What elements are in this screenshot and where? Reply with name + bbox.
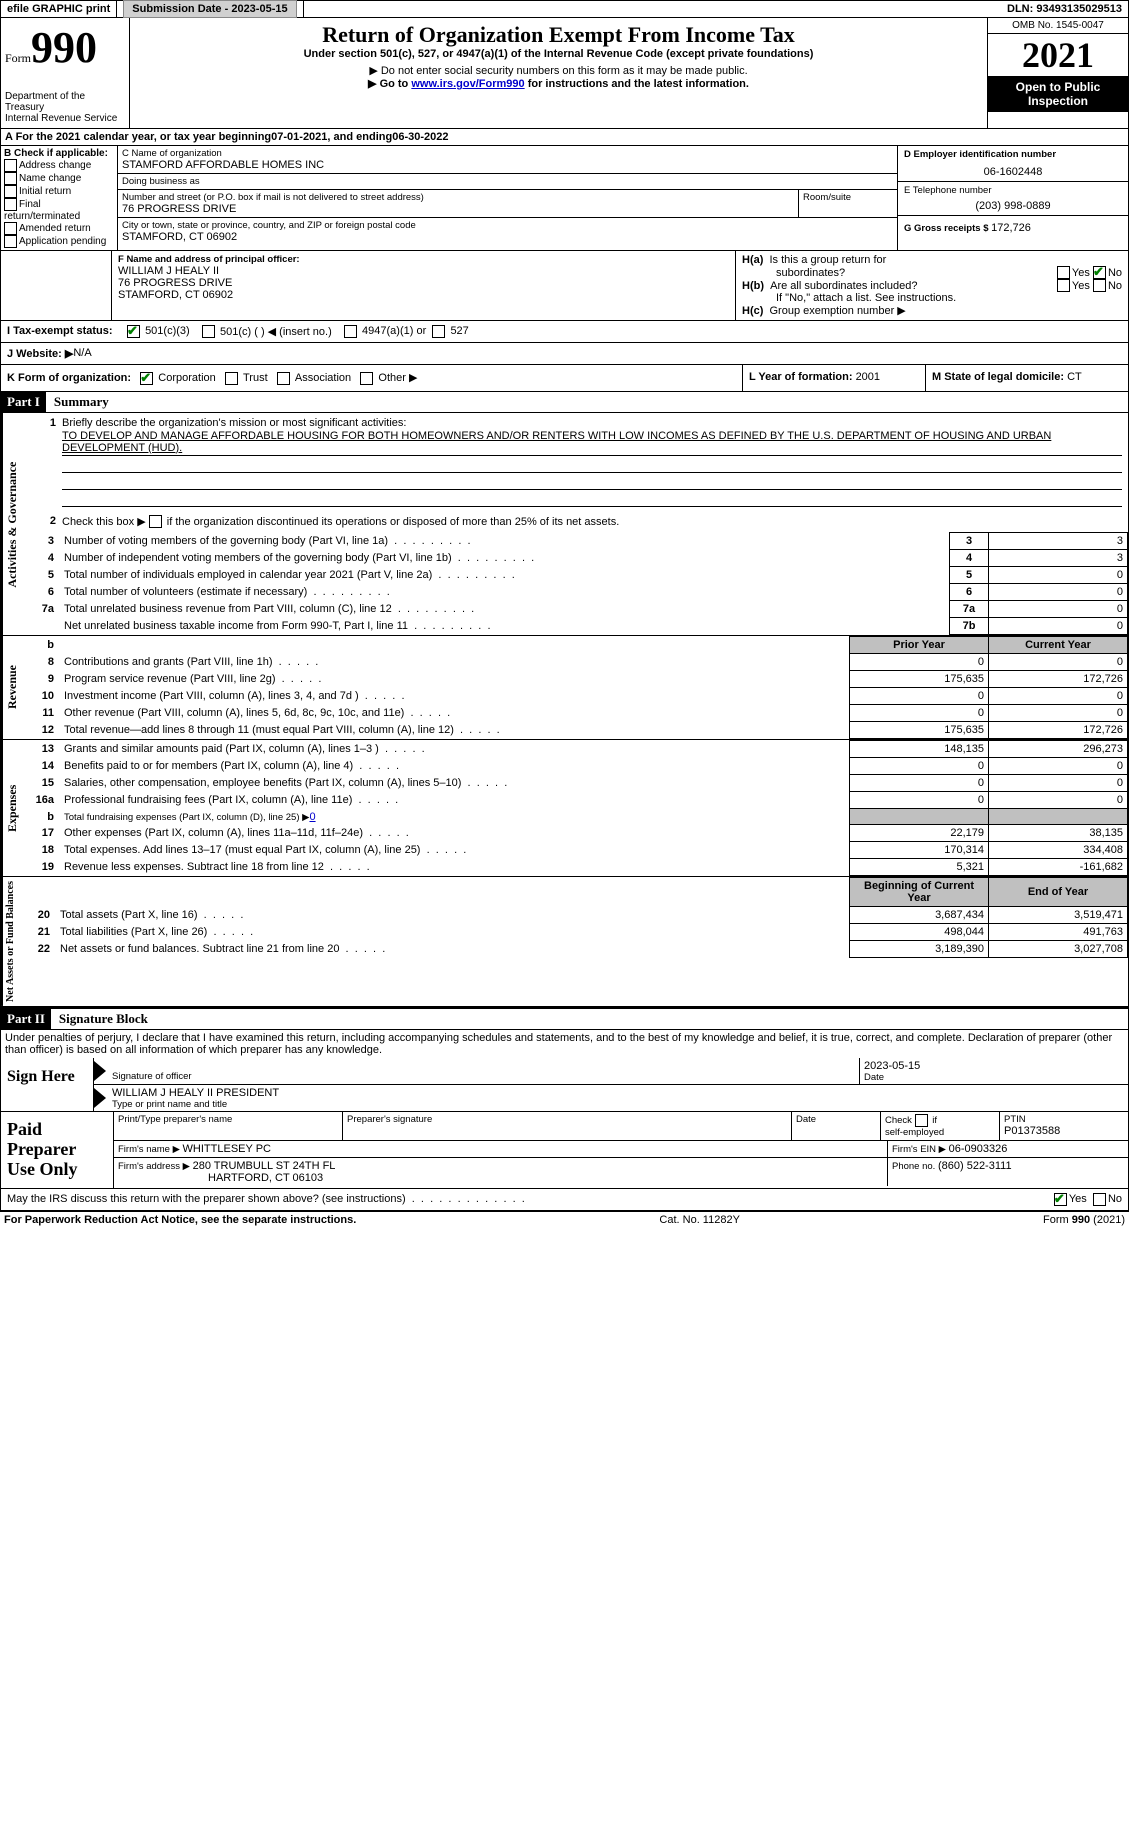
note-ssn: ▶ Do not enter social security numbers o… [134, 64, 983, 77]
efile-label: efile GRAPHIC print [1, 1, 117, 17]
netassets-table: Beginning of Current YearEnd of Year20To… [18, 877, 1128, 958]
governance-table: 3Number of voting members of the governi… [22, 532, 1128, 635]
firm-name: WHITTLESEY PC [183, 1143, 271, 1155]
submission-button[interactable]: Submission Date - 2023-05-15 [123, 0, 296, 18]
open-inspection: Open to Public Inspection [988, 76, 1128, 112]
part2-title: Signature Block [51, 1009, 156, 1029]
check-assoc[interactable] [277, 372, 290, 385]
revenue-side-label: Revenue [1, 636, 22, 739]
form-word: Form [5, 51, 31, 65]
paid-preparer-label: Paid Preparer Use Only [1, 1112, 114, 1187]
website: N/A [73, 347, 91, 360]
netassets-side-label: Net Assets or Fund Balances [1, 877, 18, 1006]
sig-date: 2023-05-15 [864, 1060, 1124, 1072]
check-corp[interactable] [140, 372, 153, 385]
hb-no[interactable] [1093, 279, 1106, 292]
check-4947[interactable] [344, 325, 357, 338]
ha-yes[interactable] [1057, 266, 1070, 279]
org-name: STAMFORD AFFORDABLE HOMES INC [122, 159, 893, 171]
governance-block: Activities & Governance 1 Briefly descri… [0, 413, 1129, 637]
check-final-return[interactable] [4, 198, 17, 211]
tax-year: 2021 [988, 34, 1128, 76]
dln-cell: DLN: 93493135029513 [1001, 1, 1128, 17]
fh-row: F Name and address of principal officer:… [0, 251, 1129, 321]
discuss-no[interactable] [1093, 1193, 1106, 1206]
form-header: Form990 Department of the Treasury Inter… [0, 18, 1129, 129]
discuss-yes[interactable] [1054, 1193, 1067, 1206]
check-other[interactable] [360, 372, 373, 385]
city-state-zip: STAMFORD, CT 06902 [122, 231, 893, 243]
form-number: 990 [31, 23, 97, 72]
note-link-line: ▶ Go to www.irs.gov/Form990 for instruct… [134, 77, 983, 90]
revenue-table: bPrior YearCurrent Year8Contributions an… [22, 636, 1128, 739]
hb-yes[interactable] [1057, 279, 1070, 292]
section-c: C Name of organization STAMFORD AFFORDAB… [118, 146, 898, 250]
form-subtitle: Under section 501(c), 527, or 4947(a)(1)… [134, 48, 983, 60]
check-initial-return[interactable] [4, 185, 17, 198]
klm-row: K Form of organization: Corporation Trus… [0, 365, 1129, 392]
omb-number: OMB No. 1545-0047 [988, 18, 1128, 34]
check-address-change[interactable] [4, 159, 17, 172]
paid-preparer-block: Paid Preparer Use Only Print/Type prepar… [0, 1112, 1129, 1188]
form-title: Return of Organization Exempt From Incom… [134, 22, 983, 48]
governance-side-label: Activities & Governance [1, 413, 22, 636]
section-b: B Check if applicable: Address change Na… [1, 146, 118, 250]
form-footer-right: Form 990 (2021) [1043, 1214, 1125, 1226]
firm-phone: (860) 522-3111 [938, 1160, 1012, 1172]
check-527[interactable] [432, 325, 445, 338]
officer-name: WILLIAM J HEALY II [118, 265, 729, 277]
dept-label: Department of the Treasury [5, 91, 125, 113]
ha-no[interactable] [1093, 266, 1106, 279]
check-application[interactable] [4, 235, 17, 248]
declaration: Under penalties of perjury, I declare th… [0, 1030, 1129, 1058]
mission-text: TO DEVELOP AND MANAGE AFFORDABLE HOUSING… [62, 429, 1122, 456]
section-m: M State of legal domicile: CT [925, 365, 1128, 391]
bcd-row: B Check if applicable: Address change Na… [0, 146, 1129, 251]
section-j: J Website: ▶ N/A [0, 343, 1129, 365]
irs-label: Internal Revenue Service [5, 113, 125, 124]
check-501c[interactable] [202, 325, 215, 338]
check-trust[interactable] [225, 372, 238, 385]
gross-receipts: 172,726 [991, 222, 1031, 234]
part1-header-row: Part I Summary [0, 392, 1129, 413]
street-address: 76 PROGRESS DRIVE [122, 203, 794, 215]
revenue-block: Revenue bPrior YearCurrent Year8Contribu… [0, 636, 1129, 740]
firm-addr1: 280 TRUMBULL ST 24TH FL [193, 1160, 336, 1172]
part1-title: Summary [46, 392, 117, 412]
page-footer: For Paperwork Reduction Act Notice, see … [0, 1212, 1129, 1228]
section-h: H(a) Is this a group return for subordin… [736, 251, 1128, 320]
part2-header-row: Part II Signature Block [0, 1007, 1129, 1030]
sign-here-block: Sign Here Signature of officer 2023-05-1… [0, 1058, 1129, 1112]
netassets-block: Net Assets or Fund Balances Beginning of… [0, 877, 1129, 1007]
check-amended[interactable] [4, 222, 17, 235]
check-501c3[interactable] [127, 325, 140, 338]
expenses-table: 13Grants and similar amounts paid (Part … [22, 740, 1128, 876]
telephone: (203) 998-0889 [904, 200, 1122, 212]
top-bar: efile GRAPHIC print Submission Date - 20… [0, 0, 1129, 18]
officer-print-name: WILLIAM J HEALY II PRESIDENT [112, 1087, 1124, 1099]
section-k: K Form of organization: Corporation Trus… [1, 365, 742, 391]
section-f: F Name and address of principal officer:… [112, 251, 736, 320]
part1-badge: Part I [1, 392, 46, 412]
period-row: A For the 2021 calendar year, or tax yea… [0, 129, 1129, 146]
submission-cell: Submission Date - 2023-05-15 [117, 1, 303, 17]
expenses-side-label: Expenses [1, 740, 22, 876]
check-self-employed[interactable] [915, 1114, 928, 1127]
firm-ein: 06-0903326 [949, 1143, 1008, 1155]
ptin: P01373588 [1004, 1125, 1124, 1137]
firm-addr2: HARTFORD, CT 06103 [118, 1172, 883, 1184]
ein: 06-1602448 [904, 166, 1122, 178]
sign-here-label: Sign Here [1, 1058, 94, 1111]
discuss-row: May the IRS discuss this return with the… [0, 1189, 1129, 1212]
expenses-block: Expenses 13Grants and similar amounts pa… [0, 740, 1129, 877]
part2-badge: Part II [1, 1009, 51, 1029]
check-name-change[interactable] [4, 172, 17, 185]
check-discontinued[interactable] [149, 515, 162, 528]
section-i: I Tax-exempt status: 501(c)(3) 501(c) ( … [0, 321, 1129, 343]
section-d: D Employer identification number 06-1602… [898, 146, 1128, 250]
irs-link[interactable]: www.irs.gov/Form990 [411, 78, 524, 90]
section-l: L Year of formation: 2001 [742, 365, 925, 391]
